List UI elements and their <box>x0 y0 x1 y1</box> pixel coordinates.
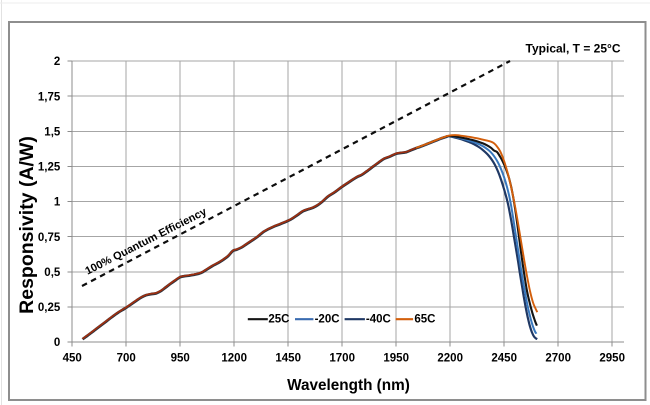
svg-text:2450: 2450 <box>491 353 517 365</box>
svg-text:1,5: 1,5 <box>44 126 61 138</box>
svg-text:1: 1 <box>54 197 61 209</box>
svg-text:65C: 65C <box>414 314 435 326</box>
svg-text:0,5: 0,5 <box>44 267 61 279</box>
svg-text:1700: 1700 <box>329 353 355 365</box>
svg-text:Wavelength (nm): Wavelength (nm) <box>287 377 410 394</box>
svg-text:2200: 2200 <box>437 353 463 365</box>
svg-text:0,75: 0,75 <box>38 232 61 244</box>
svg-text:Responsivity (A/W): Responsivity (A/W) <box>16 136 38 314</box>
svg-text:-20C: -20C <box>315 314 340 326</box>
svg-text:1,25: 1,25 <box>38 162 61 174</box>
svg-text:2950: 2950 <box>599 353 625 365</box>
svg-text:1,75: 1,75 <box>38 91 61 103</box>
svg-text:450: 450 <box>63 353 82 365</box>
svg-text:2: 2 <box>54 56 60 68</box>
svg-text:-40C: -40C <box>366 314 391 326</box>
svg-text:1200: 1200 <box>221 353 247 365</box>
svg-text:25C: 25C <box>268 314 289 326</box>
svg-text:0,25: 0,25 <box>38 302 61 314</box>
svg-text:1450: 1450 <box>275 353 301 365</box>
svg-text:0: 0 <box>54 337 60 349</box>
svg-text:950: 950 <box>171 353 190 365</box>
svg-text:2700: 2700 <box>545 353 571 365</box>
svg-text:700: 700 <box>117 353 136 365</box>
svg-text:Typical, T = 25°C: Typical, T = 25°C <box>526 42 621 56</box>
svg-text:1950: 1950 <box>383 353 409 365</box>
